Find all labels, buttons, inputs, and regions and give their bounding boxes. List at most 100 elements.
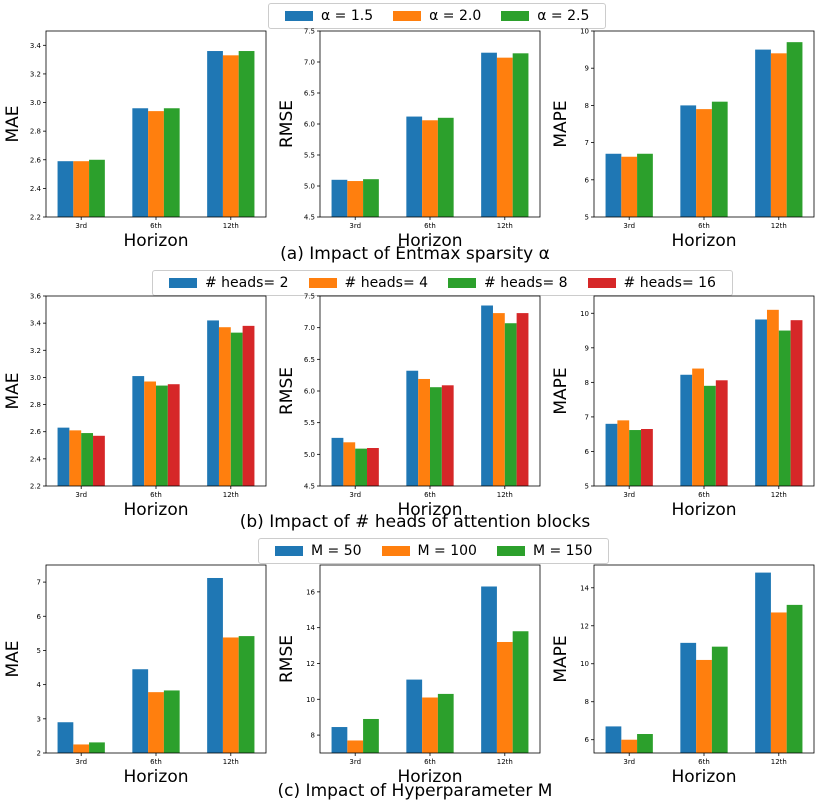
legend-label: α = 1.5 [321,8,374,24]
y-tick-label: 2.8 [30,401,41,409]
y-tick-label: 3.6 [30,293,42,301]
y-tick-label: 7 [585,413,589,421]
y-tick-label: 5 [37,647,41,655]
y-tick-label: 2.2 [30,483,41,491]
y-tick-label: 5.5 [304,419,315,427]
y-tick-label: 6 [37,613,42,621]
bar [512,53,529,217]
bar [617,420,630,486]
bar [242,325,255,486]
x-tick-label: 3rd [75,758,87,766]
y-tick-label: 4.5 [304,214,315,222]
y-axis-label: RMSE [277,367,297,415]
x-tick-label: 3rd [75,491,87,499]
x-tick-label: 6th [424,758,436,766]
y-axis-label: MAE [3,105,23,142]
y-tick-label: 10 [580,660,589,668]
x-tick-label: 6th [424,222,436,230]
bar [621,739,638,753]
legend-swatch [381,546,410,556]
bar [496,641,513,753]
bar [148,111,164,217]
legend-swatch [393,11,422,21]
bar [637,734,653,753]
bar [680,374,693,486]
bar [437,117,454,217]
y-tick-label: 6.5 [304,356,315,364]
x-tick-label: 6th [150,491,162,499]
y-tick-label: 8 [585,102,589,110]
bar [786,604,803,753]
bar [406,116,423,217]
x-axis-label: Horizon [398,231,463,251]
y-tick-label: 6 [585,176,590,184]
bar [207,51,223,217]
bar [641,429,653,486]
x-tick-label: 12th [771,491,787,499]
y-tick-label: 3.4 [30,42,42,50]
bar [57,722,74,753]
y-tick-label: 8 [585,698,589,706]
y-tick-label: 3.0 [30,99,41,107]
x-axis-label: Horizon [124,500,189,520]
bar [331,727,348,753]
bar [770,53,787,217]
legend-label: # heads= 2 [205,275,289,291]
y-tick-label: 2.4 [30,185,42,193]
legend-item: M = 150 [496,543,592,559]
bar [422,697,438,753]
y-tick-label: 12 [580,622,589,630]
x-tick-label: 12th [223,491,239,499]
x-tick-label: 6th [150,758,162,766]
bar [516,313,529,486]
legend-label: # heads= 16 [623,275,716,291]
y-tick-label: 2.6 [30,156,42,164]
y-tick-label: 3.4 [30,320,42,328]
y-tick-label: 7 [585,139,589,147]
bar [93,435,105,486]
caption-row-b: (b) Impact of # heads of attention block… [239,512,591,532]
y-tick-label: 3.0 [30,374,41,382]
y-tick-label: 4.5 [304,483,315,491]
y-tick-label: 12 [306,660,315,668]
y-tick-label: 5 [585,483,589,491]
bar [230,332,243,486]
legend-swatch [285,11,313,21]
bar [770,612,787,753]
legend-row-c: M = 50 M = 100 M = 150 [258,538,610,564]
bar [437,693,454,753]
y-tick-label: 7.5 [304,28,315,36]
y-tick-label: 6.5 [304,90,315,98]
legend-item: M = 100 [381,543,477,559]
bar [69,430,82,486]
y-tick-label: 2.2 [30,214,41,222]
y-tick-label: 6 [585,448,590,456]
bar [711,101,728,217]
bar [73,161,90,217]
bar [621,156,638,217]
y-tick-label: 8 [311,732,315,740]
bar [481,305,493,486]
bar [430,387,442,486]
bar [132,108,149,217]
legend-swatch [587,278,616,288]
x-tick-label: 12th [497,222,513,230]
bar [57,161,74,217]
bar [73,744,90,753]
legend-item: # heads= 16 [587,275,716,291]
bar [207,320,219,486]
y-tick-label: 2.6 [30,428,42,436]
x-tick-label: 3rd [75,222,87,230]
bar [163,690,180,753]
x-axis-label: Horizon [672,500,737,520]
legend-item: α = 2.5 [501,8,589,24]
y-tick-label: 5.0 [304,183,315,191]
bar [363,718,379,753]
bar [363,179,379,217]
x-tick-label: 12th [497,758,513,766]
chart-rmse-row-2: 8 10 12 14 16 3rd 6th 12th Horizon RMSE [277,564,541,787]
bar [766,309,779,486]
y-tick-label: 6.0 [304,121,315,129]
